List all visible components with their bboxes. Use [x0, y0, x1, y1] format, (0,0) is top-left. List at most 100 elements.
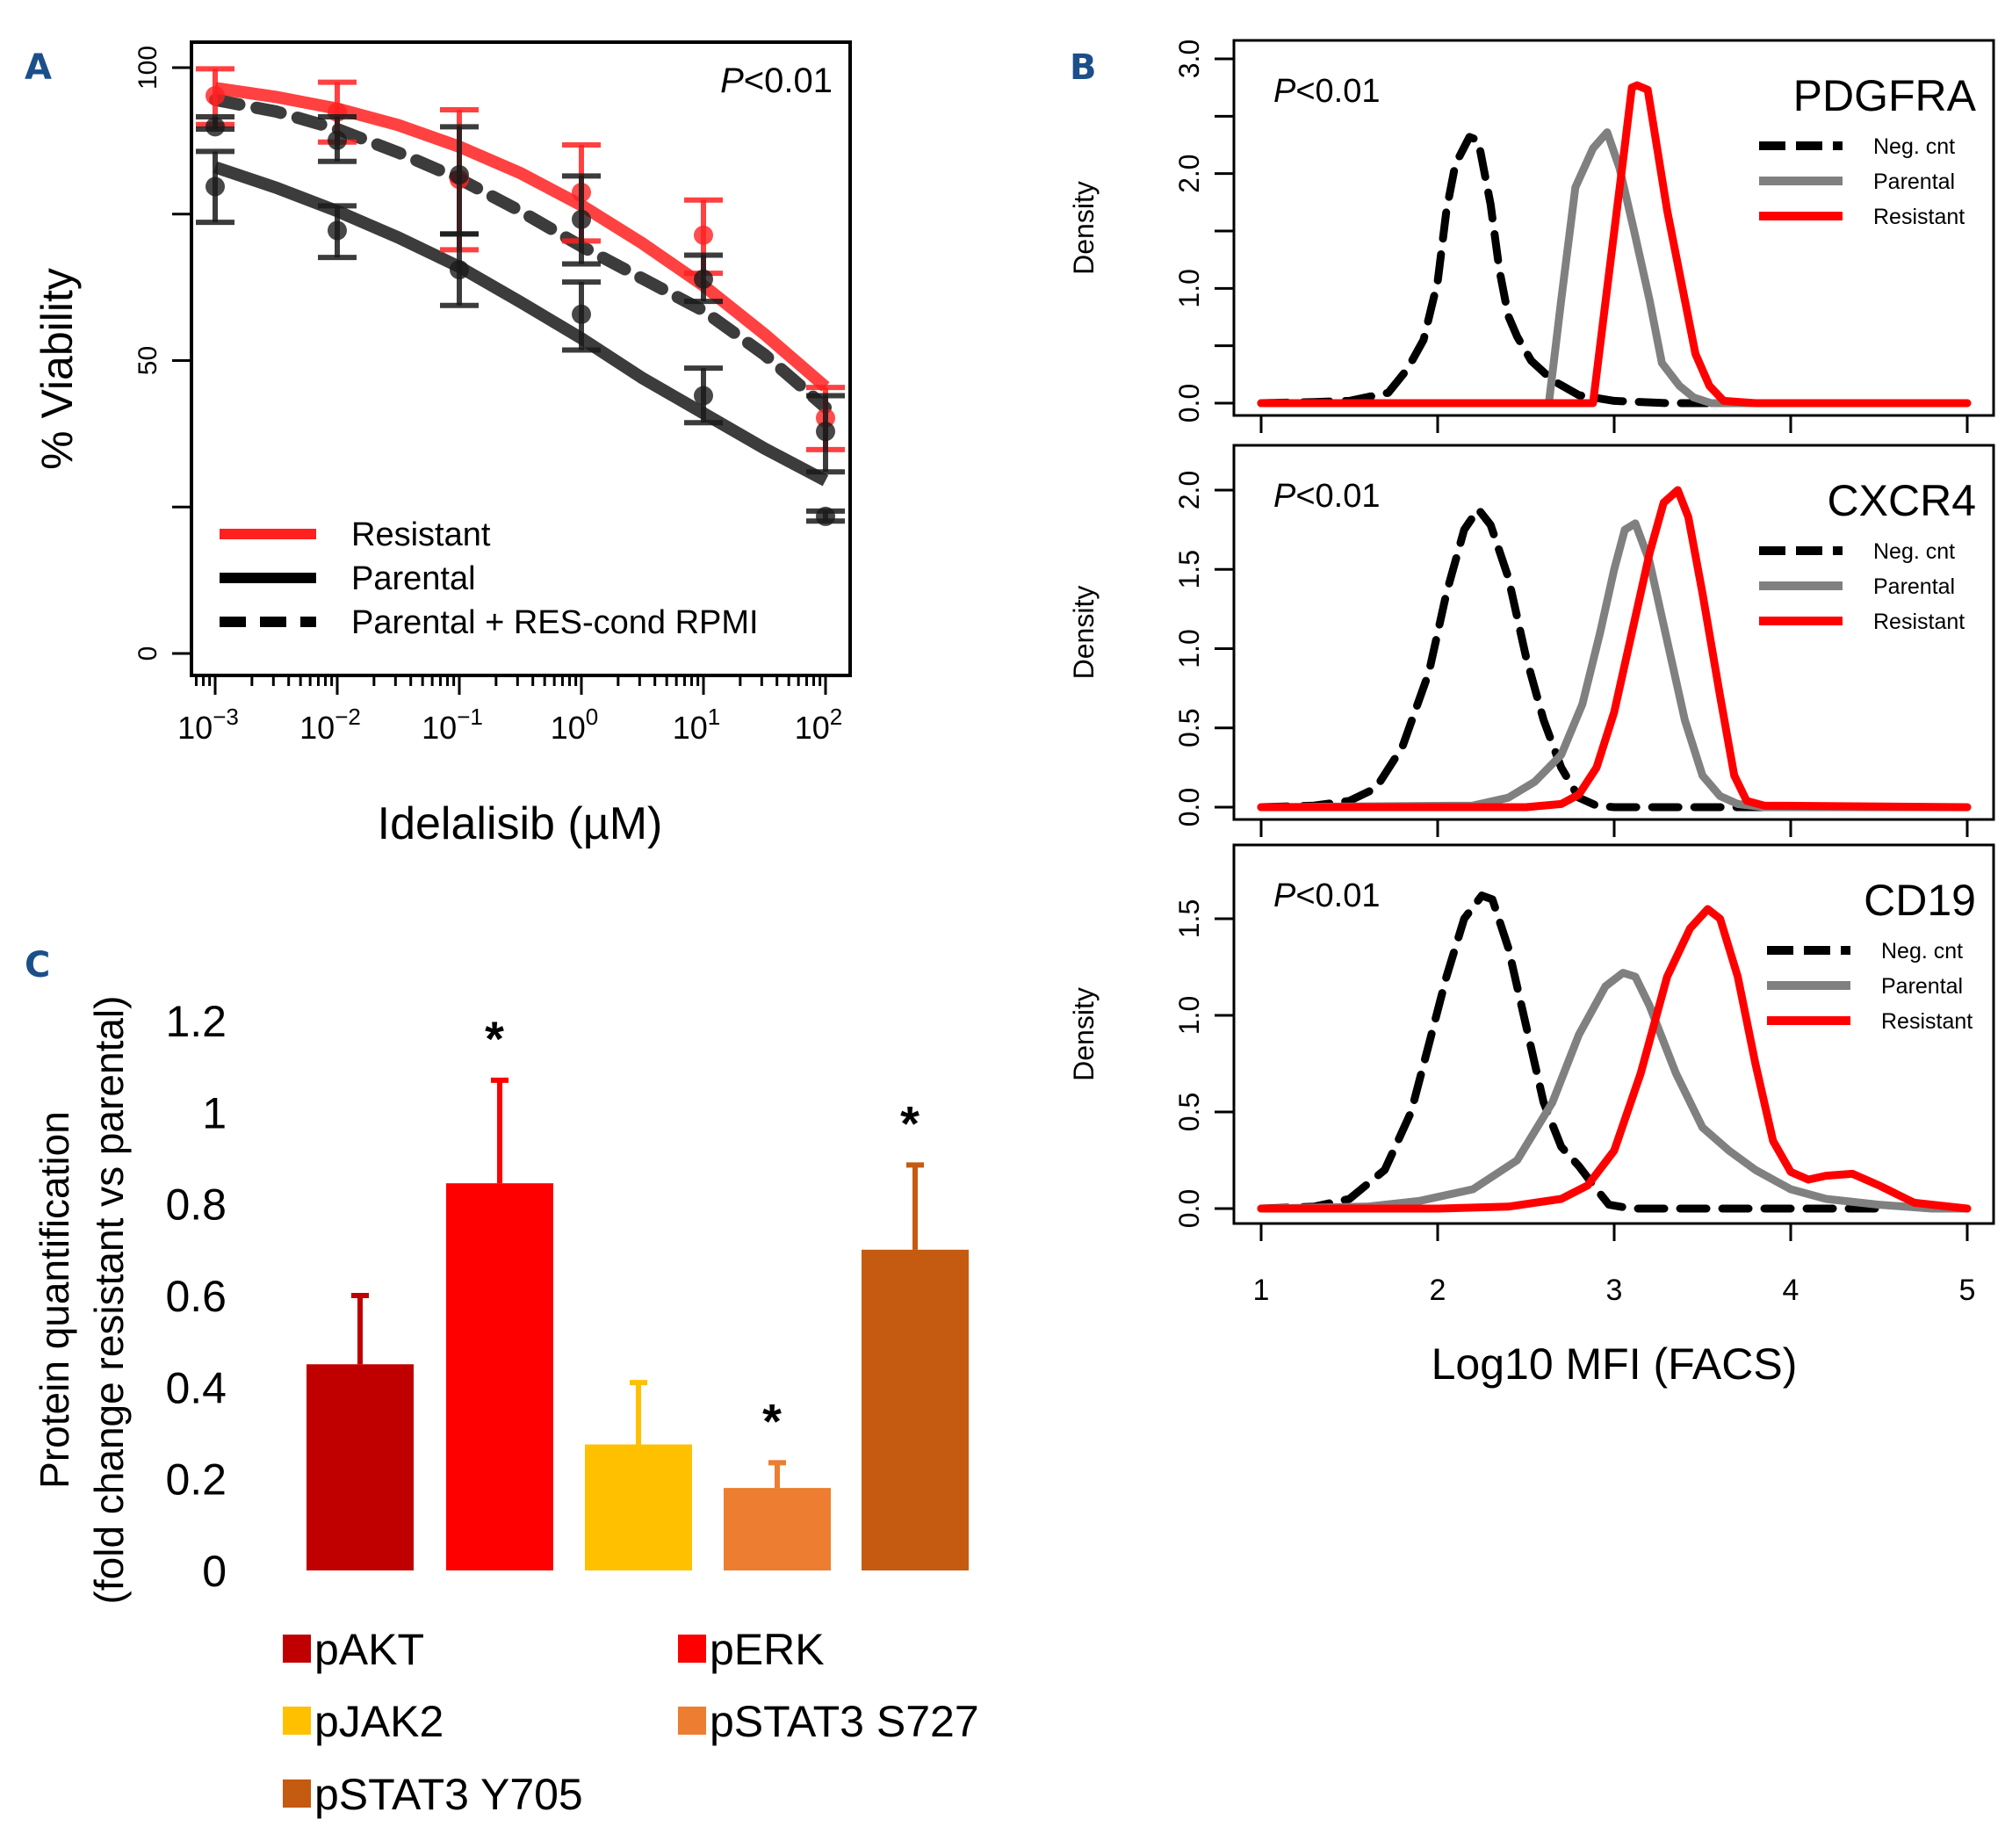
- x-tick-label: 102: [795, 704, 843, 746]
- panel-label-b: B: [1070, 47, 1097, 88]
- bar: [307, 1364, 414, 1570]
- x-tick-label: 10−1: [422, 704, 483, 746]
- data-point: [562, 173, 601, 267]
- y-axis: 0 0.2 0.4 0.6 0.8 1 1.2: [165, 997, 227, 1596]
- tick-exponent: 1: [708, 704, 720, 730]
- bar: [724, 1488, 831, 1570]
- y-tick-label: 0.0: [1173, 384, 1205, 422]
- legend-label: Resistant: [1873, 610, 1965, 634]
- tick-base: 10: [673, 710, 708, 746]
- legend-swatch: [283, 1779, 311, 1808]
- tick-base: 10: [299, 710, 335, 746]
- significance-marker: *: [900, 1095, 920, 1151]
- x-tick-label: 4: [1783, 1274, 1799, 1307]
- x-tick-label: 101: [673, 704, 721, 746]
- mean-marker: [206, 86, 225, 106]
- p-italic: P: [1273, 877, 1296, 914]
- data-point: [806, 393, 845, 475]
- x-tick-label: 10−2: [299, 704, 361, 746]
- legend-swatch: [283, 1635, 311, 1663]
- y-tick-label: 0.0: [1173, 1189, 1205, 1228]
- tick-base: 10: [795, 710, 830, 746]
- mean-marker: [572, 304, 591, 324]
- density-curve-parental: [1257, 128, 1972, 408]
- p-italic: P: [720, 61, 744, 100]
- density-panel-cd19: 0.0 0.5 1.0 1.5 Density P<0.01 CD19 Neg. cnt Par…: [1068, 843, 1995, 1241]
- density-curve-resistant: [1257, 81, 1972, 408]
- data-point: [562, 279, 601, 353]
- x-tick-label: 1: [1253, 1274, 1270, 1307]
- mean-marker: [694, 269, 713, 289]
- x-tick-label: 3: [1606, 1274, 1623, 1307]
- mean-marker: [816, 422, 835, 442]
- x-tick-label: 5: [1959, 1274, 1976, 1307]
- legend-label: pSTAT3 S727: [710, 1697, 979, 1746]
- x-axis: 10−3 10−2 10−1 100 101 102: [177, 675, 842, 746]
- density-panel-pdgfra: 0.0 1.0 2.0 3.0 Density P<0.01 PDGFRA Neg. cnt P…: [1068, 39, 1995, 433]
- data-point: [806, 506, 845, 526]
- bar-pstat3-y705: *: [862, 1095, 969, 1570]
- y-tick-label: 50: [133, 346, 162, 375]
- mean-marker: [328, 220, 347, 241]
- legend-swatch: [283, 1707, 311, 1735]
- legend-label: Parental + RES-cond RPMI: [351, 604, 759, 641]
- legend-label: Parental: [351, 560, 476, 597]
- y-axis-label-line1: Protein quantification: [32, 1111, 77, 1489]
- legend: pAKT pERK pJAK2 pSTAT3 S727 pSTAT3 Y705: [283, 1625, 979, 1819]
- panel-c-bar-chart: 0 0.2 0.4 0.6 0.8 1 1.2 * * * Protein quantifica…: [32, 996, 979, 1819]
- tick-base: 10: [177, 710, 213, 746]
- marker-title: CD19: [1864, 876, 1976, 925]
- legend-label: Parental: [1873, 574, 1955, 599]
- y-axis: 0 50 100: [133, 46, 191, 661]
- y-tick-label: 0: [133, 646, 162, 661]
- data-point: [684, 365, 723, 426]
- density-curve-parental: [1257, 519, 1972, 812]
- y-tick-label: 0: [202, 1547, 227, 1596]
- data-point: [196, 114, 234, 137]
- y-tick-label: 1.0: [1173, 629, 1205, 668]
- tick-exponent: −2: [335, 704, 361, 730]
- tick-exponent: −1: [457, 704, 483, 730]
- legend: Resistant Parental Parental + RES-cond RPM…: [220, 516, 759, 641]
- x-tick-label: 10−3: [177, 704, 239, 746]
- y-tick-label: 0.0: [1173, 788, 1205, 827]
- mean-marker: [816, 506, 835, 526]
- tick-exponent: −3: [213, 704, 239, 730]
- legend-label: Parental: [1881, 974, 1963, 999]
- plot-frame: [190, 40, 852, 677]
- legend-label: pSTAT3 Y705: [314, 1770, 583, 1819]
- marker-title: PDGFRA: [1793, 71, 1977, 120]
- p-rest: <0.01: [1295, 877, 1380, 914]
- bar-pakt: [307, 1293, 414, 1570]
- y-tick-label: 1.0: [1173, 996, 1205, 1035]
- mean-marker: [572, 209, 591, 229]
- density-panel-cxcr4: 0.0 0.5 1.0 1.5 2.0 Density P<0.01 CXCR4 Neg. cn…: [1068, 444, 1995, 837]
- mean-marker: [206, 117, 225, 137]
- y-tick-label: 1.2: [165, 997, 227, 1046]
- fit-curve-parental-res-cond-rpmi: [209, 93, 832, 414]
- y-tick-label: 100: [133, 46, 162, 90]
- legend-label: pAKT: [314, 1625, 424, 1674]
- y-tick-label: 0.5: [1173, 709, 1205, 747]
- bar-perk: *: [446, 1011, 553, 1570]
- density-curve-resistant: [1257, 486, 1972, 812]
- y-tick-label: 0.8: [165, 1180, 227, 1230]
- significance-marker: *: [762, 1393, 782, 1448]
- legend-label: Neg. cnt: [1873, 539, 1955, 564]
- data-point: [318, 114, 357, 164]
- data-point: [196, 148, 234, 226]
- tick-base: 10: [551, 710, 586, 746]
- tick-exponent: 0: [586, 704, 598, 730]
- p-value-annotation: P<0.01: [720, 61, 833, 100]
- y-tick-label: 0.4: [165, 1363, 227, 1412]
- p-italic: P: [1273, 73, 1296, 110]
- y-tick-label: 1.5: [1173, 899, 1205, 938]
- p-rest: <0.01: [1295, 478, 1380, 515]
- p-rest: <0.01: [744, 61, 833, 100]
- mean-marker: [694, 386, 713, 406]
- density-curve-neg-cnt: [1257, 892, 1883, 1213]
- legend-label: Resistant: [1873, 205, 1965, 229]
- density-curve-parental: [1257, 969, 1972, 1213]
